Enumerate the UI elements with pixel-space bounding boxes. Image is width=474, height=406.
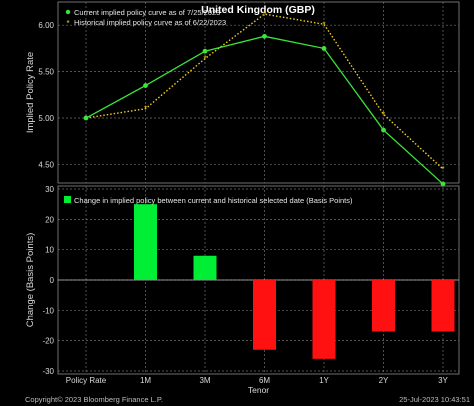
bar-chart-ytick-label: 0	[50, 276, 55, 285]
current-curve-point	[440, 181, 446, 187]
bar-chart-xlabel: Tenor	[248, 385, 269, 395]
change-bar-6m	[253, 280, 276, 350]
line-chart-title: United Kingdom (GBP)	[201, 4, 315, 16]
bar-chart-ytick-label: 20	[45, 215, 54, 224]
bar-chart-xtick-label: 3M	[199, 376, 210, 385]
line-chart-frame	[57, 1, 460, 184]
bar-chart-xtick-label: 3Y	[438, 376, 448, 385]
timestamp-text: 25-Jul-2023 10:43:51	[399, 395, 470, 404]
current-curve-point	[83, 115, 89, 121]
line-chart-panel: 4.50 5.00 5.50 6.00 Implied Policy Rate Unite…	[25, 1, 460, 187]
current-curve-point	[143, 83, 148, 88]
current-curve-point	[262, 33, 267, 39]
bar-chart-ytick-label: 30	[45, 185, 54, 194]
historical-curve-point: *	[441, 165, 444, 174]
line-chart-ylabel: Implied Policy Rate	[25, 52, 36, 133]
current-curve-point	[321, 46, 327, 51]
bar-chart-xtick-label: Policy Rate	[66, 376, 107, 385]
bar-chart-ytick-label: -30	[42, 367, 54, 376]
change-bar-1y	[312, 280, 336, 359]
legend-current-marker	[65, 9, 71, 15]
historical-curve-point: *	[263, 10, 266, 19]
bar-chart-ylabel: Change (Basis Points)	[25, 233, 36, 328]
bar-chart-panel: -30 -20 -10 0 10 20 30 Policy Rate 1M 3M 6M 1Y 2Y 3Y C…	[25, 185, 460, 395]
line-chart-ytick-label: 4.50	[38, 160, 54, 169]
historical-curve-point: *	[144, 105, 147, 114]
historical-curve-point: *	[322, 20, 325, 29]
bar-chart-xtick-label: 6M	[259, 376, 270, 385]
bar-legend-label: Change in implied policy between current…	[74, 196, 353, 205]
line-chart-ytick-label: 6.00	[38, 21, 54, 30]
bar-legend-marker	[64, 196, 71, 203]
change-bar-2y	[372, 280, 395, 332]
current-curve-point	[202, 48, 208, 54]
change-bar-3m	[193, 255, 217, 280]
historical-curve-point: *	[382, 110, 385, 119]
legend-current-label: Current implied policy curve as of 7/25/…	[74, 8, 220, 17]
line-chart-ytick-label: 5.50	[38, 68, 54, 77]
change-bar-3y	[431, 280, 455, 332]
footer: Copyright© 2023 Bloomberg Finance L.P. 2…	[0, 395, 474, 406]
current-curve-point	[381, 127, 386, 133]
change-bar-1m	[134, 204, 157, 280]
legend-historical-label: Historical implied policy curve as of 6/…	[74, 18, 226, 27]
bar-chart-xtick-label: 2Y	[379, 376, 389, 385]
line-chart-ytick-label: 5.00	[38, 114, 54, 123]
historical-curve-point: *	[203, 55, 206, 64]
bar-chart-ytick-label: 10	[45, 246, 54, 255]
bar-chart-ytick-label: -10	[42, 306, 54, 315]
copyright-text: Copyright© 2023 Bloomberg Finance L.P.	[25, 395, 163, 404]
bar-chart-xtick-label: 1M	[140, 376, 151, 385]
bar-chart-ytick-label: -20	[42, 337, 54, 346]
bar-chart-xtick-label: 1Y	[319, 376, 329, 385]
historical-curve-line	[85, 13, 444, 170]
legend-historical-marker: *	[66, 19, 69, 28]
